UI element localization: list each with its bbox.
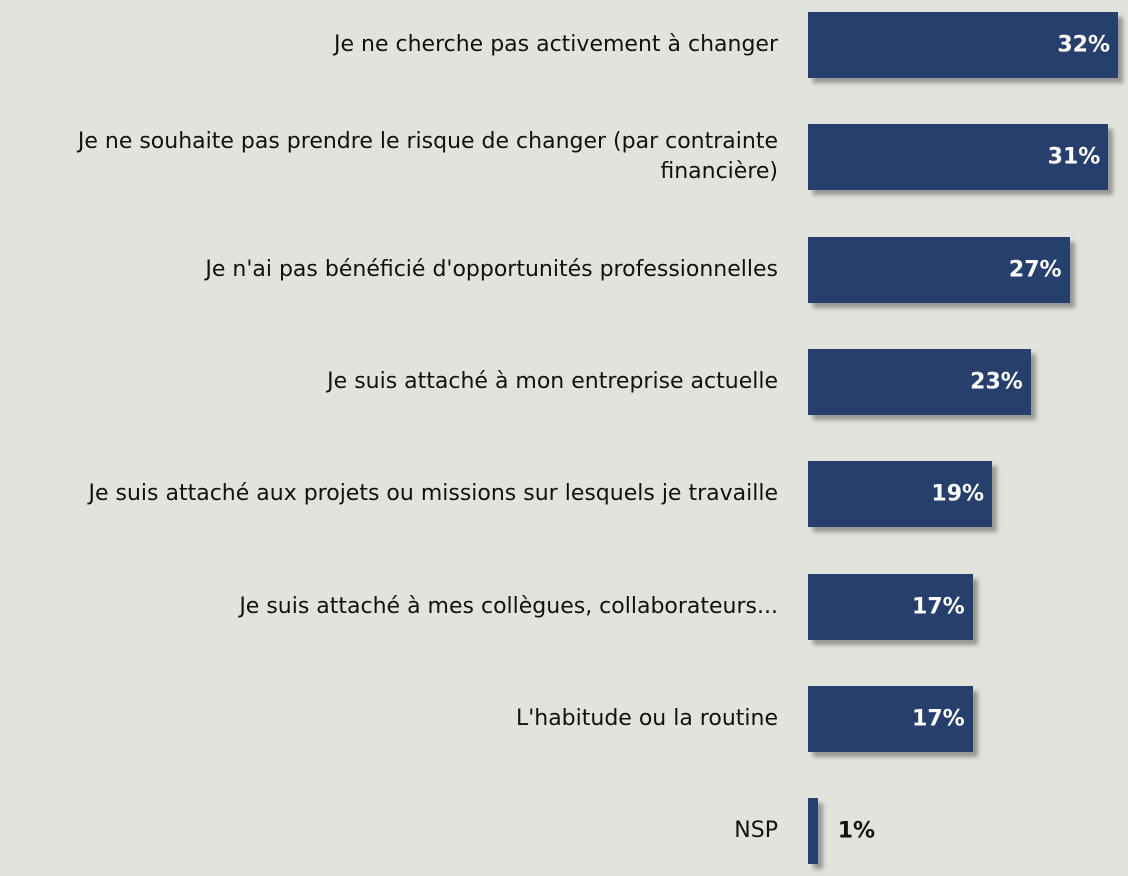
bar [808, 685, 973, 752]
category-label: Je n'ai pas bénéficié d'opportunités pro… [205, 256, 778, 282]
category-label: Je suis attaché aux projets ou missions … [88, 481, 779, 507]
value-label: 1% [837, 818, 876, 844]
category-label: Je ne cherche pas activement à changer [334, 32, 778, 57]
value-label: 17% [912, 594, 965, 619]
bar [808, 348, 1031, 415]
category-label: NSP [734, 818, 778, 844]
bar [808, 236, 1070, 303]
value-label: 31% [1047, 144, 1101, 170]
bar [808, 461, 993, 528]
value-label: 23% [970, 369, 1023, 395]
category-label: Je suis attaché à mon entreprise actuell… [327, 368, 778, 394]
value-label: 27% [1008, 257, 1062, 283]
category-label: L'habitude ou la routine [515, 705, 778, 731]
value-label: 32% [1057, 32, 1110, 58]
bar [808, 798, 818, 865]
value-label: 19% [931, 481, 985, 507]
bar [808, 573, 973, 640]
value-label: 17% [912, 706, 965, 732]
bar [808, 124, 1109, 191]
category-label: Je suis attaché à mes collègues, collabo… [239, 593, 778, 619]
category-label: Je ne souhaite pas prendre le risque de … [77, 129, 778, 185]
bar [808, 12, 1118, 78]
